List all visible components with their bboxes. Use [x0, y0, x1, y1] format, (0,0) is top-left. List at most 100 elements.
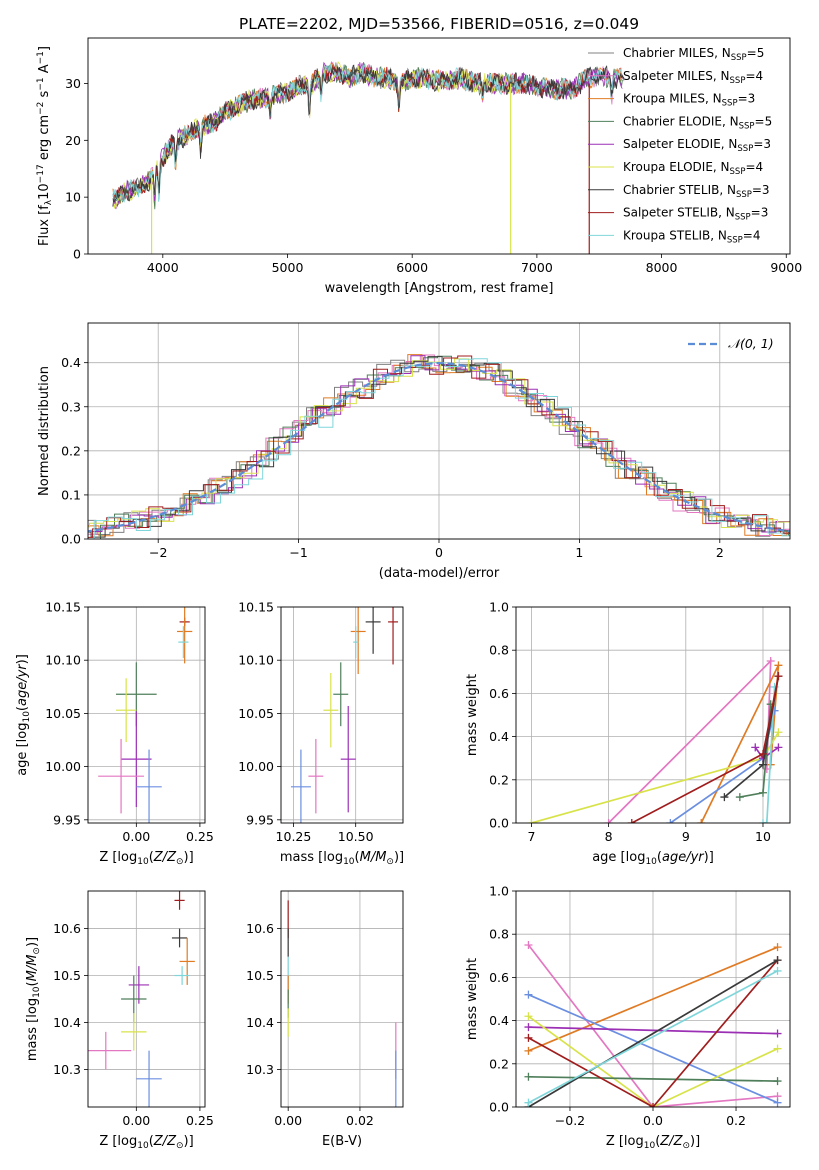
x-tick-label: 7000	[521, 260, 553, 275]
axes-frame	[515, 606, 791, 824]
weight-line	[527, 1015, 778, 1107]
x-axis-label-part: Z [log	[99, 1134, 137, 1149]
y-tick-label: 0.0	[61, 532, 81, 547]
y-tick-label: 10.10	[45, 653, 81, 668]
y-axis-label-part: Flux [f	[37, 205, 52, 246]
legend-label: Kroupa STELIB, NSSP=4	[623, 228, 761, 245]
errorbar-point	[308, 738, 324, 814]
y-axis-label-part: erg cm	[37, 115, 52, 164]
legend-label: Kroupa ELODIE, NSSP=4	[623, 160, 763, 177]
legend-label-text: Chabrier MILES, N	[623, 46, 731, 60]
legend-label: Chabrier ELODIE, NSSP=5	[623, 114, 772, 131]
x-tick-label: 10.25	[276, 829, 312, 844]
y-tick-label: 10.5	[53, 968, 81, 983]
errorbar-point	[174, 966, 190, 985]
y-axis-label-part: )]	[15, 654, 30, 664]
y-tick-label: 10.15	[45, 600, 81, 615]
y-tick-label: 10.15	[238, 600, 274, 615]
x-tick-label: 1	[575, 545, 583, 560]
y-tick-label: 10.3	[246, 1062, 274, 1077]
y-axis-label-part: λ	[44, 199, 54, 205]
errorbar-point	[388, 607, 399, 665]
legend-label: Salpeter MILES, NSSP=4	[623, 69, 763, 86]
legend-label-sub: SSP	[739, 121, 755, 131]
x-axis-label-part: Z/Z	[153, 1134, 177, 1149]
y-tick-label: 0.4	[489, 1013, 509, 1028]
axes-frame	[87, 890, 206, 1108]
weight-marker	[524, 1012, 533, 1021]
legend-label-text: Kroupa ELODIE, N	[623, 160, 730, 174]
weight-line	[528, 946, 778, 1052]
errorbar-point	[177, 607, 193, 664]
weight-marker	[524, 1098, 533, 1107]
y-axis-label-part: ⊙	[32, 947, 42, 955]
legend-label: Salpeter STELIB, NSSP=3	[623, 206, 768, 223]
x-axis-label-part: ⊙	[176, 1141, 184, 1151]
y-tick-label: 0.4	[61, 355, 81, 370]
weight-marker	[697, 819, 706, 823]
x-axis-label-part: )]	[184, 850, 194, 865]
weight-marker	[735, 793, 744, 802]
weight-marker	[751, 743, 760, 752]
weight-marker	[627, 819, 636, 823]
legend-label-n: =4	[745, 69, 763, 83]
y-axis-label-part: )]	[25, 937, 40, 947]
legend-label-n: =5	[755, 114, 773, 128]
legend-label-n: =3	[751, 206, 769, 220]
residual-histogram	[88, 354, 790, 536]
weight-marker	[524, 990, 533, 999]
mass-vs-extinction-panel: 0.00 0.02 10.3 10.4 10.5 10.6 E(B-V)	[246, 890, 404, 1149]
errorbar-point	[290, 749, 311, 823]
y-tick-label: 10.00	[45, 759, 81, 774]
gaussian-curve	[88, 361, 790, 533]
weight-line	[528, 959, 778, 1107]
x-axis-label: Z [log10(Z/Z⊙)]	[99, 1134, 193, 1151]
legend-label: Kroupa MILES, NSSP=3	[623, 92, 755, 109]
age-vs-mass-panel: 10.25 10.50 9.95 10.00 10.05 10.10 10.15 mass […	[238, 600, 404, 868]
y-axis-label-part: 10	[22, 711, 32, 723]
weight-marker	[773, 1077, 782, 1086]
y-tick-label: 10.4	[246, 1015, 274, 1030]
residuals-panel: −2 −1 0 1 2 0.0 0.1 0.2 0.3 0.4 (data-model)/error…	[37, 322, 791, 581]
weight-marker	[524, 1023, 533, 1032]
weight-marker	[774, 661, 783, 670]
y-axis-label-part: M/M	[25, 955, 40, 982]
y-tick-label: 30	[65, 76, 81, 91]
weight-marker	[666, 819, 675, 823]
weight-marker	[720, 793, 729, 802]
legend-label-n: =3	[753, 137, 771, 151]
y-axis-label: age [log10(age/yr)]	[15, 654, 32, 776]
x-axis-label-part: Z [log	[99, 850, 137, 865]
x-tick-label: 4000	[147, 260, 179, 275]
x-tick-label: 0.00	[122, 1113, 150, 1128]
legend-label: Chabrier MILES, NSSP=5	[623, 46, 764, 63]
weight-marker	[524, 1033, 533, 1042]
legend-label-sub: SSP	[735, 213, 751, 223]
y-axis-label-part: Normed distribution	[37, 366, 52, 496]
x-tick-label: 0	[435, 545, 443, 560]
legend-label-sub: SSP	[737, 144, 753, 154]
legend-label-n: =3	[752, 183, 770, 197]
y-tick-label: 0.6	[489, 970, 509, 985]
errorbar-point	[115, 678, 137, 743]
y-axis-label: mass [log10(M/M⊙)]	[25, 937, 42, 1061]
legend-label-sub: SSP	[722, 99, 738, 109]
weight-marker	[604, 819, 613, 823]
x-axis-label-part: )]	[184, 1134, 194, 1149]
x-tick-label: 0.2	[726, 1113, 746, 1128]
y-axis-label-part: 10	[37, 183, 52, 200]
y-tick-label: 10.6	[246, 921, 274, 936]
y-axis-label-part: (	[15, 706, 30, 711]
y-tick-label: 20	[65, 133, 81, 148]
spectrum-panel: 4000 5000 6000 7000 8000 9000 0 10 20 30 wavelengt…	[36, 37, 802, 296]
weight-marker	[524, 1072, 533, 1081]
x-axis-label-part: ⊙	[682, 1141, 690, 1151]
x-axis-label-part: 10	[343, 857, 355, 867]
y-tick-label: 0.8	[489, 643, 509, 658]
legend-label-sub: SSP	[727, 235, 743, 245]
x-tick-label: 7	[527, 829, 535, 844]
weight-marker	[773, 966, 782, 975]
